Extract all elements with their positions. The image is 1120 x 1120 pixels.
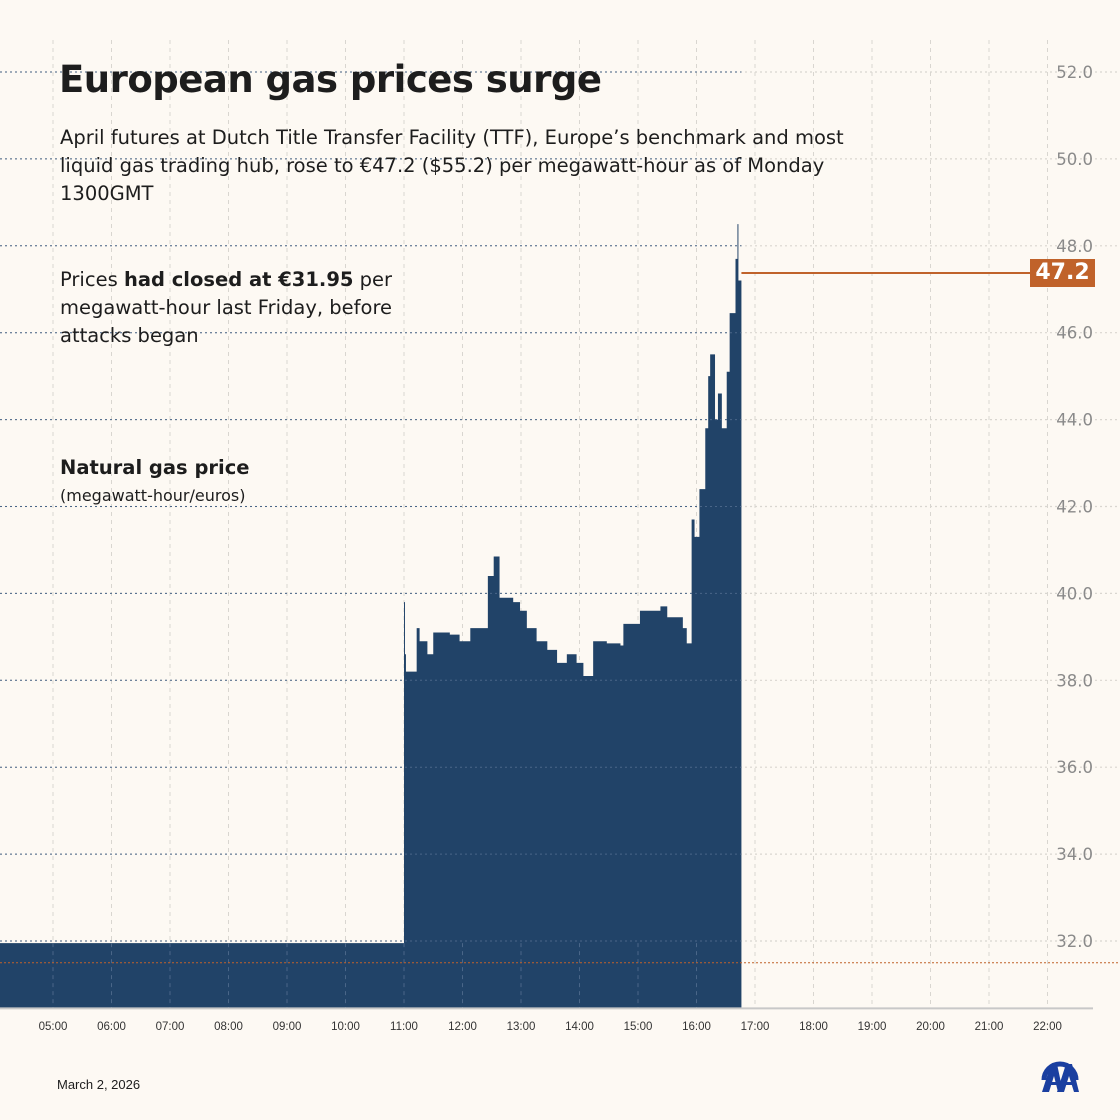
- y-tick-label: 36.0: [1056, 758, 1093, 777]
- y-tick-label: 40.0: [1056, 584, 1093, 603]
- x-tick-label: 22:00: [1033, 1021, 1062, 1033]
- y-tick-label: 50.0: [1056, 150, 1093, 169]
- y-tick-label: 34.0: [1056, 845, 1093, 864]
- x-tick-label: 09:00: [273, 1021, 302, 1033]
- x-tick-label: 15:00: [624, 1021, 653, 1033]
- y-tick-label: 44.0: [1056, 411, 1093, 430]
- y-tick-label: 42.0: [1056, 498, 1093, 517]
- x-tick-label: 06:00: [97, 1021, 126, 1033]
- y-tick-label: 32.0: [1056, 932, 1093, 951]
- x-tick-label: 17:00: [741, 1021, 770, 1033]
- annotation-post: per megawatt-hour last Friday, before at…: [60, 268, 393, 347]
- y-tick-label: 46.0: [1056, 324, 1093, 343]
- x-tick-label: 13:00: [507, 1021, 536, 1033]
- x-tick-label: 20:00: [916, 1021, 945, 1033]
- x-tick-label: 11:00: [390, 1021, 418, 1033]
- x-tick-label: 10:00: [331, 1021, 360, 1033]
- aa-logo-icon: [1041, 1061, 1079, 1092]
- x-tick-label: 07:00: [156, 1021, 185, 1033]
- x-tick-label: 21:00: [975, 1021, 1004, 1033]
- x-tick-label: 19:00: [858, 1021, 887, 1033]
- x-tick-label: 12:00: [448, 1021, 477, 1033]
- x-tick-label: 18:00: [799, 1021, 828, 1033]
- date-label: March 2, 2026: [57, 1077, 141, 1092]
- price-area: [0, 224, 742, 1009]
- x-tick-label: 08:00: [214, 1021, 243, 1033]
- annotation: Prices had closed at €31.95 per megawatt…: [60, 266, 440, 350]
- annotation-pre: Prices: [60, 268, 124, 291]
- x-tick-label: 14:00: [565, 1021, 594, 1033]
- y-axis-unit: (megawatt-hour/euros): [60, 486, 246, 505]
- x-tick-label: 05:00: [39, 1021, 68, 1033]
- chart-subtitle: April futures at Dutch Title Transfer Fa…: [60, 126, 844, 205]
- y-tick-label: 38.0: [1056, 671, 1093, 690]
- x-tick-label: 16:00: [682, 1021, 711, 1033]
- y-axis-title: Natural gas price: [60, 456, 250, 479]
- y-tick-label: 48.0: [1056, 237, 1093, 256]
- chart-title: European gas prices surge: [59, 58, 602, 101]
- last-value-label: 47.2: [1030, 259, 1095, 287]
- annotation-bold: had closed at €31.95: [123, 268, 354, 291]
- y-tick-label: 52.0: [1056, 63, 1093, 82]
